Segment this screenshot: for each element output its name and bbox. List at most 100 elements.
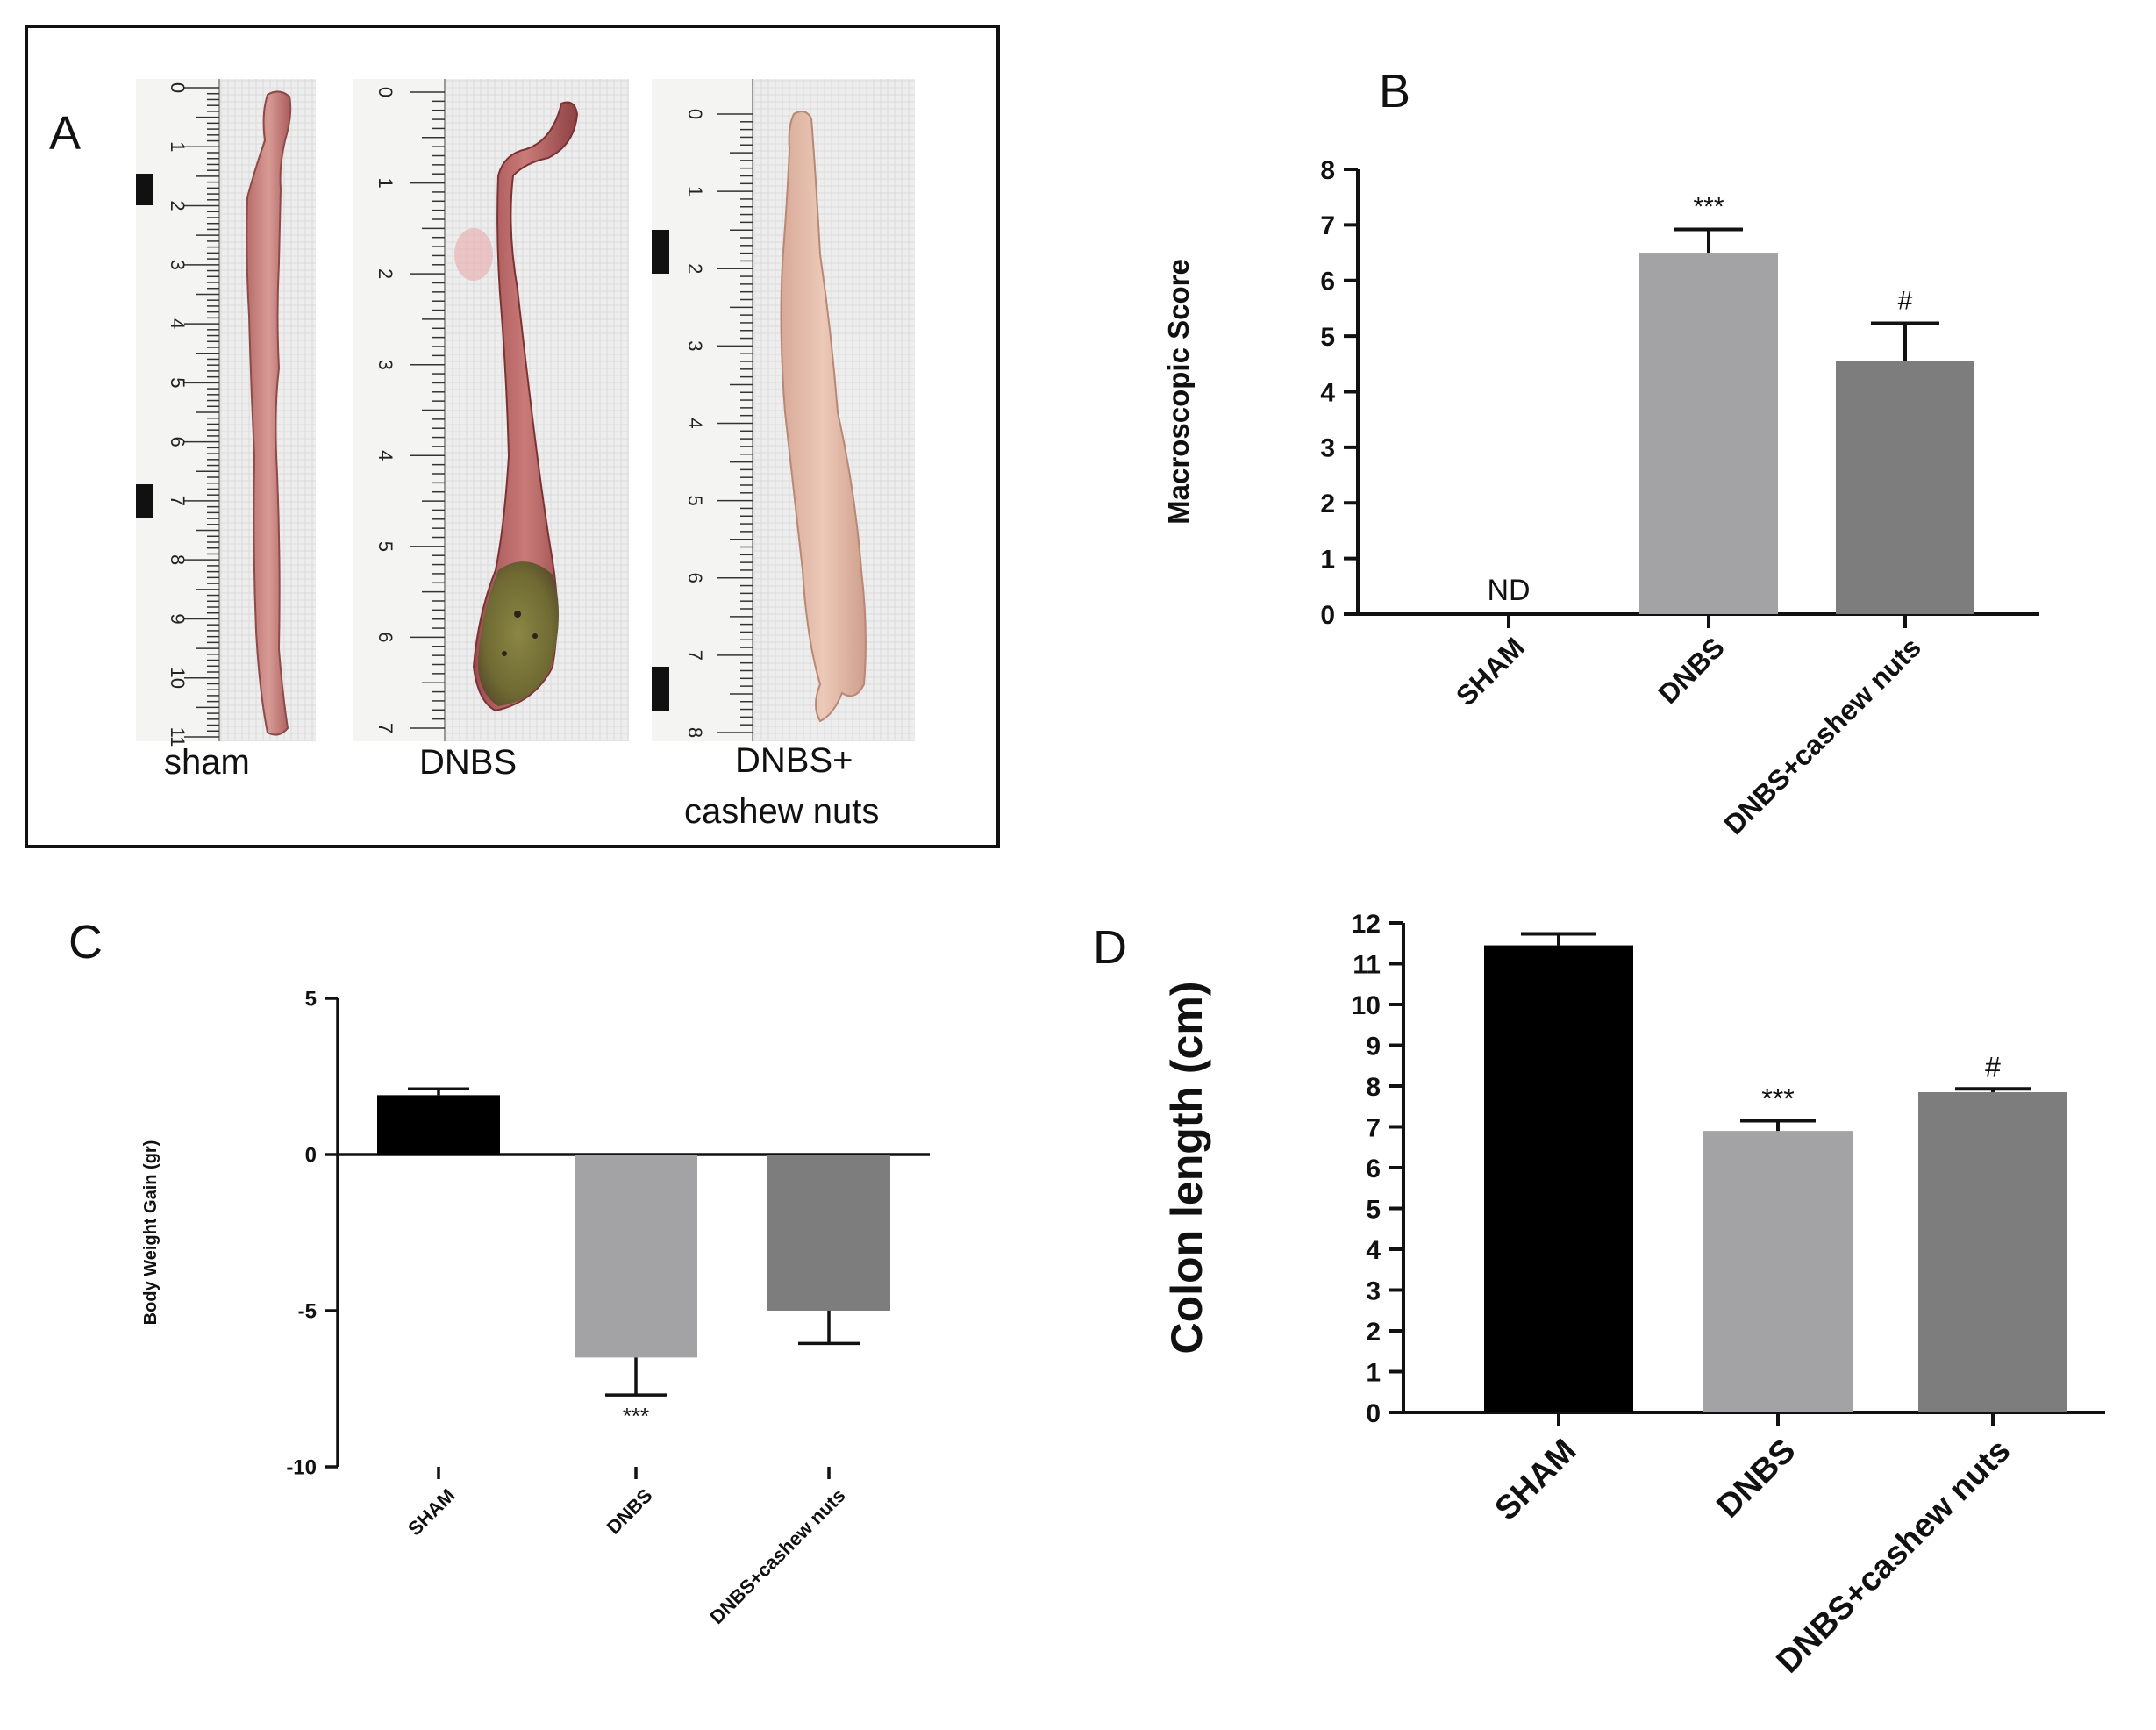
specimen-photo-sham: 0 1 2 3 4 5 6 7 8 9 10 11 <box>136 79 316 747</box>
x-category-label: DNBS <box>603 1484 657 1539</box>
specimen-photo-dnbs: 0 1 2 3 4 5 6 7 <box>353 79 629 741</box>
y-tick-label: 7 <box>1320 211 1335 240</box>
ruler-number: 8 <box>167 554 189 565</box>
marker-block <box>136 484 153 518</box>
y-tick-label: -10 <box>286 1456 317 1480</box>
panel-b-letter: B <box>1379 65 1410 118</box>
y-tick-label: 11 <box>1353 950 1381 979</box>
y-tick-label: 12 <box>1352 910 1381 939</box>
ruler-number: 1 <box>375 177 396 188</box>
x-category-label: DNBS+cashew nuts <box>1770 1433 2018 1681</box>
y-tick-label: 10 <box>1352 991 1381 1020</box>
y-tick-label: 2 <box>1320 490 1335 518</box>
ruler-number: 3 <box>375 360 396 370</box>
y-tick-label: 7 <box>1366 1113 1381 1142</box>
y-axis-title: Body Weight Gain (gr) <box>141 1140 161 1326</box>
specimen-caption-dnbs-cashew-line2: cashew nuts <box>684 792 879 831</box>
chart-c-body-weight-gain: C -10 -5 0 5 Body Weight Gain (gr) SHAM DNBS **… <box>68 916 930 1628</box>
colon-tissue <box>780 110 867 723</box>
x-category-label: DNBS <box>1652 631 1731 710</box>
ruler-number: 3 <box>684 340 706 351</box>
y-tick-label: 6 <box>1320 268 1335 297</box>
y-tick-label: 3 <box>1320 434 1335 463</box>
specimen-caption-dnbs-cashew-line1: DNBS+ <box>735 741 853 780</box>
significance-annotation: *** <box>1693 192 1724 221</box>
necrotic-spot <box>514 611 521 618</box>
x-category-label: SHAM <box>1450 631 1531 711</box>
colon-tissue <box>472 101 579 712</box>
ruler-number: 5 <box>167 377 189 388</box>
x-category-label: SHAM <box>1488 1433 1584 1528</box>
y-tick-label: 8 <box>1366 1073 1381 1102</box>
x-category-label: DNBS+cashew nuts <box>705 1484 849 1628</box>
ruler-number: 9 <box>167 613 189 624</box>
ruler-number: 1 <box>684 186 706 197</box>
significance-annotation: *** <box>1761 1083 1794 1115</box>
necrotic-region <box>478 561 560 706</box>
y-tick-label: 0 <box>1366 1399 1381 1428</box>
ruler-number: 6 <box>167 437 189 447</box>
necrotic-spot <box>532 633 538 639</box>
ruler-number: 2 <box>684 263 706 274</box>
ruler-number: 1 <box>167 141 189 152</box>
colon-tissue <box>246 90 292 736</box>
ruler-number: 0 <box>167 82 189 93</box>
ruler-ticks: 0 1 2 3 4 5 6 7 8 9 10 11 <box>167 82 219 747</box>
marker-block <box>652 230 669 274</box>
necrotic-spot <box>502 651 507 656</box>
ruler-number: 4 <box>684 418 706 428</box>
ruler-number: 2 <box>167 200 189 211</box>
ruler-number: 2 <box>375 268 396 279</box>
ruler-number: 11 <box>167 727 189 747</box>
ruler-number: 0 <box>684 109 706 119</box>
bar-dnbs-cashew-nuts <box>1836 361 1974 614</box>
x-category-label: DNBS+cashew nuts <box>1717 631 1927 840</box>
y-tick-label: 2 <box>1366 1318 1381 1347</box>
specimen-caption-dnbs: DNBS <box>419 743 517 782</box>
ruler-number: 7 <box>167 496 189 506</box>
y-tick-label: 4 <box>1366 1236 1381 1265</box>
ruler-number: 5 <box>684 496 706 506</box>
significance-annotation: # <box>1985 1051 2001 1083</box>
y-tick-label: 5 <box>305 988 317 1012</box>
ruler-number: 7 <box>375 723 396 733</box>
bar-sham <box>377 1095 500 1155</box>
ruler-ticks: 0 1 2 3 4 5 6 7 8 <box>684 109 753 738</box>
bar-dnbs <box>575 1155 697 1358</box>
y-tick-label: 5 <box>1320 323 1335 352</box>
bar-dnbs <box>1639 253 1778 614</box>
blood-stain <box>454 228 493 281</box>
y-tick-label: 6 <box>1366 1155 1381 1183</box>
ruler-number: 8 <box>684 727 706 738</box>
y-axis-title: Macroscopic Score <box>1162 259 1195 525</box>
panel-a-letter: A <box>49 107 81 160</box>
x-category-label: SHAM <box>403 1484 459 1540</box>
bar-dnbs-cashew-nuts <box>1918 1091 2067 1412</box>
significance-annotation: ND <box>1487 574 1530 607</box>
ruler-number: 4 <box>375 450 396 461</box>
x-category-label: DNBS <box>1710 1433 1803 1526</box>
y-axis-title: Colon length (cm) <box>1162 982 1211 1355</box>
y-tick-label: 8 <box>1320 156 1335 185</box>
y-tick-label: 3 <box>1366 1276 1381 1305</box>
specimen-caption-sham: sham <box>164 743 250 782</box>
significance-annotation: # <box>1898 287 1913 316</box>
y-tick-label: 0 <box>305 1144 317 1168</box>
ruler-number: 3 <box>167 260 189 270</box>
panel-c-letter: C <box>68 916 103 969</box>
significance-annotation: *** <box>623 1403 649 1429</box>
ruler-number: 7 <box>684 650 706 661</box>
y-tick-label: 0 <box>1320 601 1335 630</box>
ruler-number: 10 <box>167 667 189 688</box>
ruler-number: 0 <box>375 87 396 97</box>
ruler-number: 5 <box>375 541 396 552</box>
ruler-number: 6 <box>684 573 706 583</box>
ruler <box>652 79 753 741</box>
marker-block <box>136 174 153 205</box>
bar-dnbs-cashew-nuts <box>767 1155 890 1311</box>
y-tick-label: 1 <box>1366 1358 1381 1387</box>
y-tick-label: 9 <box>1366 1032 1381 1061</box>
